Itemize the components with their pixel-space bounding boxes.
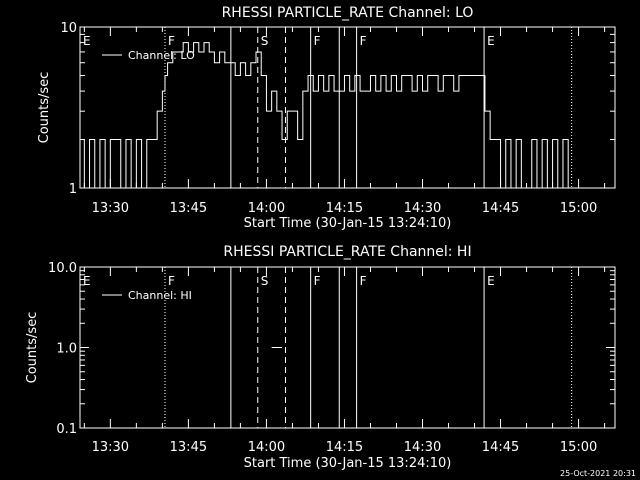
y-tick-label: 0.1 xyxy=(56,422,77,437)
x-tick-label: 13:45 xyxy=(170,201,207,216)
event-marker-label: F xyxy=(360,274,367,288)
event-marker-label: F xyxy=(314,34,321,48)
y-tick-label: 10 xyxy=(60,21,77,36)
event-marker-label: E xyxy=(83,274,91,288)
x-tick-label: 14:30 xyxy=(404,440,441,455)
legend-label: Channel: LO xyxy=(128,49,195,62)
x-tick-label: 14:15 xyxy=(326,201,363,216)
plot-frame xyxy=(79,26,616,189)
event-marker-label: E xyxy=(487,34,495,48)
x-tick-label: 14:00 xyxy=(248,201,285,216)
x-tick-label: 15:00 xyxy=(560,440,597,455)
x-tick-label: 14:00 xyxy=(248,440,285,455)
y-axis-label: Counts/sec xyxy=(37,72,52,144)
event-marker-label: F xyxy=(314,274,321,288)
x-tick-label: 13:45 xyxy=(170,440,207,455)
x-tick-label: 14:30 xyxy=(404,201,441,216)
chart-title: RHESSI PARTICLE_RATE Channel: HI xyxy=(223,244,471,260)
y-axis-label: Counts/sec xyxy=(25,312,40,384)
event-marker-label: F xyxy=(360,34,367,48)
hi-channel-panel: RHESSI PARTICLE_RATE Channel: HI 13:30 13:… xyxy=(25,244,616,471)
event-marker-label: E xyxy=(487,274,495,288)
lo-channel-panel: RHESSI PARTICLE_RATE Channel: LO 13:30 13:… xyxy=(37,5,616,231)
event-marker-label: F xyxy=(168,274,175,288)
generation-timestamp: 25-Oct-2021 20:31 xyxy=(560,469,636,478)
event-marker-label: F xyxy=(168,34,175,48)
x-tick-label: 13:30 xyxy=(92,440,129,455)
event-marker-label: S xyxy=(261,274,269,288)
x-tick-label: 14:45 xyxy=(482,440,519,455)
x-tick-label: 14:15 xyxy=(326,440,363,455)
event-marker-label: E xyxy=(83,34,91,48)
x-tick-label: 14:45 xyxy=(482,201,519,216)
x-tick-label: 15:00 xyxy=(560,201,597,216)
event-marker-label: S xyxy=(261,34,269,48)
y-tick-label: 1 xyxy=(69,182,77,197)
chart-title: RHESSI PARTICLE_RATE Channel: LO xyxy=(222,5,474,21)
x-tick-label: 13:30 xyxy=(92,201,129,216)
x-axis-label: Start Time (30-Jan-15 13:24:10) xyxy=(244,456,452,471)
legend-label: Channel: HI xyxy=(128,289,192,302)
y-tick-label: 1.0 xyxy=(56,342,77,357)
series-line xyxy=(80,42,574,189)
x-axis-label: Start Time (30-Jan-15 13:24:10) xyxy=(244,216,452,231)
y-tick-label: 10.0 xyxy=(48,261,77,276)
